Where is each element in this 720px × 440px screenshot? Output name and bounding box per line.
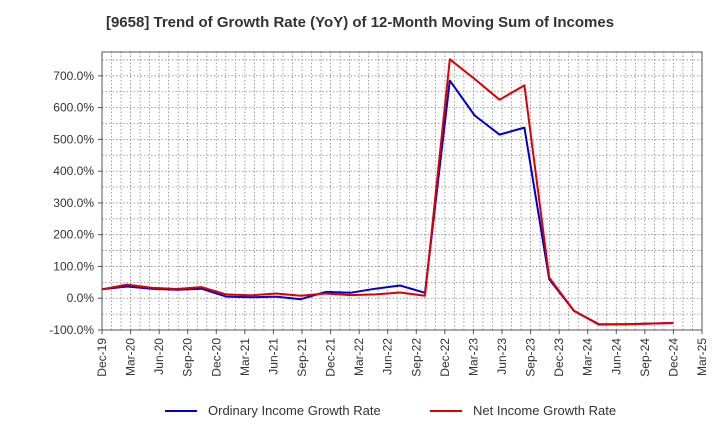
legend-layer: Ordinary Income Growth Rate Net Income Gr… (165, 403, 616, 418)
plot-area (102, 52, 702, 330)
y-tick-label: 300.0% (53, 196, 94, 210)
grid-layer (102, 52, 702, 330)
x-tick-label: Sep-23 (524, 338, 538, 377)
series-line-net-income (101, 58, 674, 326)
x-tick-label: Sep-22 (409, 338, 423, 377)
x-tick-label: Mar-20 (124, 338, 138, 376)
plot-border (101, 51, 703, 331)
legend-label: Net Income Growth Rate (473, 403, 616, 418)
x-tick-label: Mar-22 (352, 338, 366, 376)
x-tick-label: Dec-20 (209, 338, 223, 377)
x-tick-label: Jun-24 (609, 338, 623, 375)
y-tick-label: 200.0% (53, 228, 94, 242)
y-tick-label: 600.0% (53, 101, 94, 115)
x-tick-label: Mar-23 (466, 338, 480, 376)
x-tick-label: Mar-25 (695, 338, 709, 376)
x-tick-label: Dec-24 (666, 338, 680, 377)
x-tick-label: Mar-24 (581, 338, 595, 376)
x-tick-label: Jun-21 (266, 338, 280, 375)
x-tick-label: Sep-24 (638, 338, 652, 377)
x-tick-label: Dec-19 (95, 338, 109, 377)
y-tick-label: -100.0% (49, 323, 94, 337)
x-tick-label: Jun-20 (152, 338, 166, 375)
y-tick-label: 700.0% (53, 69, 94, 83)
series-layer (101, 58, 674, 326)
x-tick-label: Sep-21 (295, 338, 309, 377)
x-tick-label: Jun-22 (381, 338, 395, 375)
x-tick-label: Dec-21 (324, 338, 338, 377)
x-tick-label: Dec-22 (438, 338, 452, 377)
legend-label: Ordinary Income Growth Rate (208, 403, 381, 418)
y-tick-label: 400.0% (53, 164, 94, 178)
y-tick-label: 100.0% (53, 259, 94, 273)
y-tick-label: 0.0% (67, 291, 95, 305)
x-tick-label: Dec-23 (552, 338, 566, 377)
y-tick-label: 500.0% (53, 132, 94, 146)
x-tick-label: Jun-23 (495, 338, 509, 375)
axis-layer: 700.0% 600.0% 500.0% 400.0% 300.0% 200.0% 100.… (49, 51, 709, 377)
x-tick-label: Sep-20 (181, 338, 195, 377)
x-tick-label: Mar-21 (238, 338, 252, 376)
chart-title: [9658] Trend of Growth Rate (YoY) of 12-… (105, 14, 615, 31)
